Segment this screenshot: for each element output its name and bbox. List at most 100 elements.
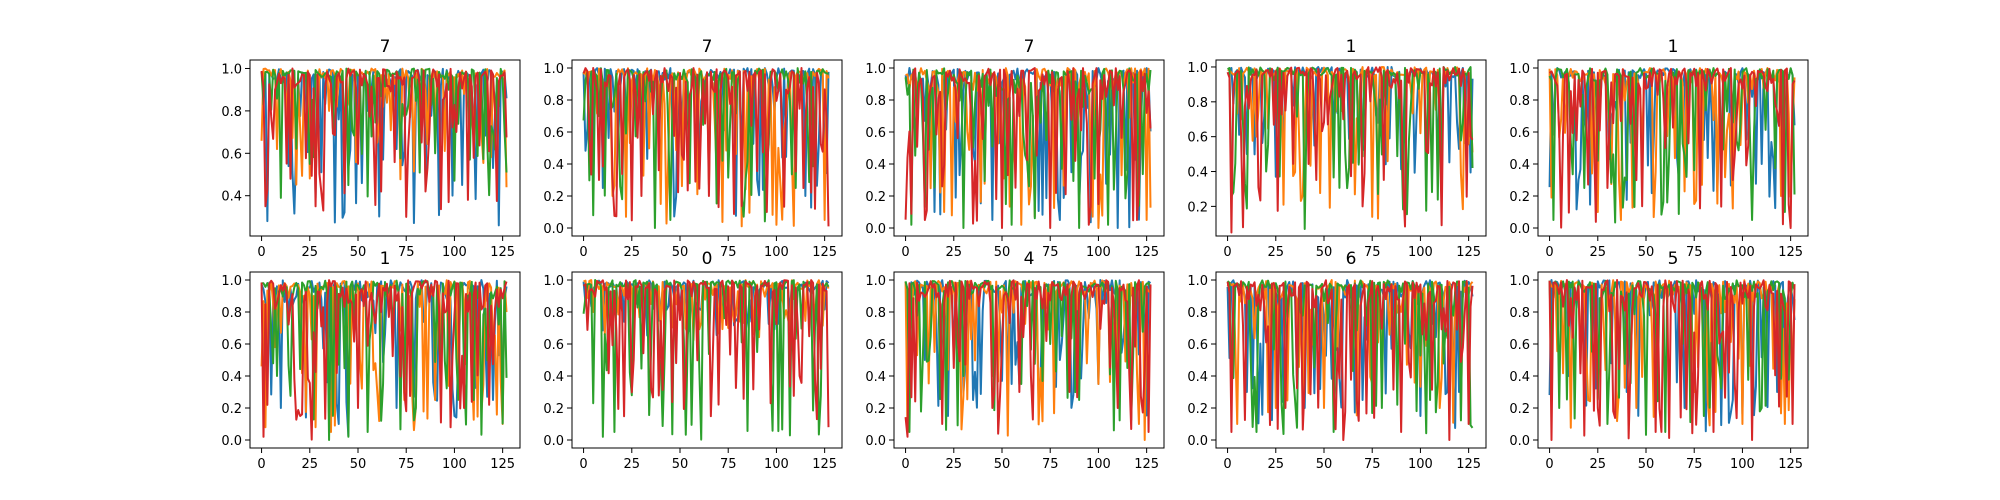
- y-tick-label: 0.0: [543, 434, 564, 449]
- series-line-4: [260, 279, 508, 441]
- y-tick-label: 1.0: [543, 274, 564, 289]
- series-line-4: [904, 67, 1152, 229]
- x-tick-label: 100: [764, 245, 789, 260]
- axes-frame: [1537, 59, 1809, 237]
- subplot-title: 7: [380, 37, 391, 57]
- x-tick-label: 125: [490, 245, 515, 260]
- axes-frame: [893, 271, 1165, 449]
- y-tick-label: 0.6: [865, 338, 886, 353]
- x-tick-label: 75: [1686, 245, 1703, 260]
- y-tick-label: 0.4: [865, 370, 886, 385]
- subplot-2: 0 25 50 75 100 125 0.0 0.2 0.4 0.6 0.8 1.0 7: [543, 37, 843, 260]
- series-line-4: [904, 279, 1152, 438]
- y-tick-label: 0.6: [865, 126, 886, 141]
- axes-frame: [249, 59, 521, 237]
- y-tick-label: 0.4: [865, 158, 886, 173]
- y-tick-label: 0.2: [543, 190, 564, 205]
- y-tick-label: 0.4: [543, 370, 564, 385]
- x-tick-label: 125: [1456, 457, 1481, 472]
- x-tick-label: 25: [1590, 457, 1607, 472]
- y-tick-label: 1.0: [865, 62, 886, 77]
- y-tick-label: 0.0: [221, 434, 242, 449]
- y-tick-label: 0.0: [865, 222, 886, 237]
- subplot-8: 0 25 50 75 100 125 0.0 0.2 0.4 0.6 0.8 1.0 4: [865, 249, 1165, 472]
- subplot-7: 0 25 50 75 100 125 0.0 0.2 0.4 0.6 0.8 1.0 0: [543, 249, 843, 472]
- y-tick-label: 0.8: [1509, 94, 1530, 109]
- y-tick-label: 1.0: [1187, 61, 1208, 76]
- y-tick-label: 0.4: [221, 190, 242, 205]
- subplot-title: 1: [1668, 37, 1679, 57]
- y-tick-label: 0.2: [1187, 402, 1208, 417]
- subplot-title: 7: [702, 37, 713, 57]
- x-tick-label: 25: [1268, 457, 1285, 472]
- subplot-title: 6: [1346, 249, 1357, 269]
- x-tick-label: 0: [257, 245, 265, 260]
- axes-frame: [1537, 271, 1809, 449]
- x-tick-label: 0: [1545, 457, 1553, 472]
- series-group: [904, 67, 1152, 229]
- x-tick-label: 125: [812, 245, 837, 260]
- y-tick-label: 0.0: [1187, 434, 1208, 449]
- x-tick-label: 50: [994, 457, 1011, 472]
- y-tick-label: 0.2: [543, 402, 564, 417]
- series-group: [1548, 67, 1796, 229]
- y-tick-label: 0.8: [543, 306, 564, 321]
- x-tick-label: 100: [1408, 245, 1433, 260]
- x-tick-label: 50: [994, 245, 1011, 260]
- y-tick-label: 0.6: [221, 147, 242, 162]
- series-line-4: [582, 67, 830, 227]
- y-tick-label: 0.2: [1509, 190, 1530, 205]
- subplot-9: 0 25 50 75 100 125 0.0 0.2 0.4 0.6 0.8 1.0 6: [1187, 249, 1487, 472]
- y-tick-label: 0.4: [1509, 158, 1530, 173]
- axes-frame: [1215, 59, 1487, 237]
- series-group: [1226, 65, 1474, 234]
- x-tick-label: 25: [946, 245, 963, 260]
- y-tick-label: 0.8: [221, 306, 242, 321]
- x-tick-label: 125: [812, 457, 837, 472]
- x-tick-label: 50: [350, 457, 367, 472]
- subplot-3: 0 25 50 75 100 125 0.0 0.2 0.4 0.6 0.8 1.0 7: [865, 37, 1165, 260]
- axes-frame: [893, 59, 1165, 237]
- y-tick-label: 0.4: [543, 158, 564, 173]
- x-tick-label: 50: [1316, 245, 1333, 260]
- x-tick-label: 0: [579, 457, 587, 472]
- y-tick-label: 1.0: [543, 62, 564, 77]
- y-tick-label: 0.4: [1187, 370, 1208, 385]
- y-tick-label: 0.2: [865, 402, 886, 417]
- x-tick-label: 100: [1730, 245, 1755, 260]
- series-line-3: [261, 279, 508, 441]
- subplot-title: 1: [380, 249, 391, 269]
- x-tick-label: 100: [764, 457, 789, 472]
- series-line-4: [1226, 279, 1474, 441]
- y-tick-label: 0.0: [865, 434, 886, 449]
- x-tick-label: 0: [1223, 457, 1231, 472]
- x-tick-label: 25: [946, 457, 963, 472]
- y-tick-label: 0.8: [1187, 306, 1208, 321]
- y-tick-label: 0.8: [1509, 306, 1530, 321]
- x-tick-label: 100: [1408, 457, 1433, 472]
- x-tick-label: 50: [672, 245, 689, 260]
- series-group: [582, 279, 830, 441]
- x-tick-label: 75: [1364, 457, 1381, 472]
- x-tick-label: 100: [1730, 457, 1755, 472]
- x-tick-label: 0: [901, 457, 909, 472]
- y-tick-label: 1.0: [221, 274, 242, 289]
- series-group: [1548, 279, 1796, 441]
- series-group: [260, 279, 508, 441]
- series-line-4: [1548, 67, 1796, 229]
- y-tick-label: 0.6: [543, 338, 564, 353]
- y-tick-label: 0.6: [1509, 126, 1530, 141]
- x-tick-label: 100: [442, 457, 467, 472]
- x-tick-label: 0: [901, 245, 909, 260]
- subplot-title: 5: [1668, 249, 1679, 269]
- y-tick-label: 0.0: [1509, 434, 1530, 449]
- y-tick-label: 0.8: [221, 105, 242, 120]
- y-tick-label: 0.0: [1509, 222, 1530, 237]
- x-tick-label: 125: [1456, 245, 1481, 260]
- subplot-title: 1: [1346, 37, 1357, 57]
- y-tick-label: 0.8: [543, 94, 564, 109]
- x-tick-label: 75: [720, 457, 737, 472]
- y-tick-label: 0.4: [1187, 166, 1208, 181]
- subplot-title: 0: [702, 249, 713, 269]
